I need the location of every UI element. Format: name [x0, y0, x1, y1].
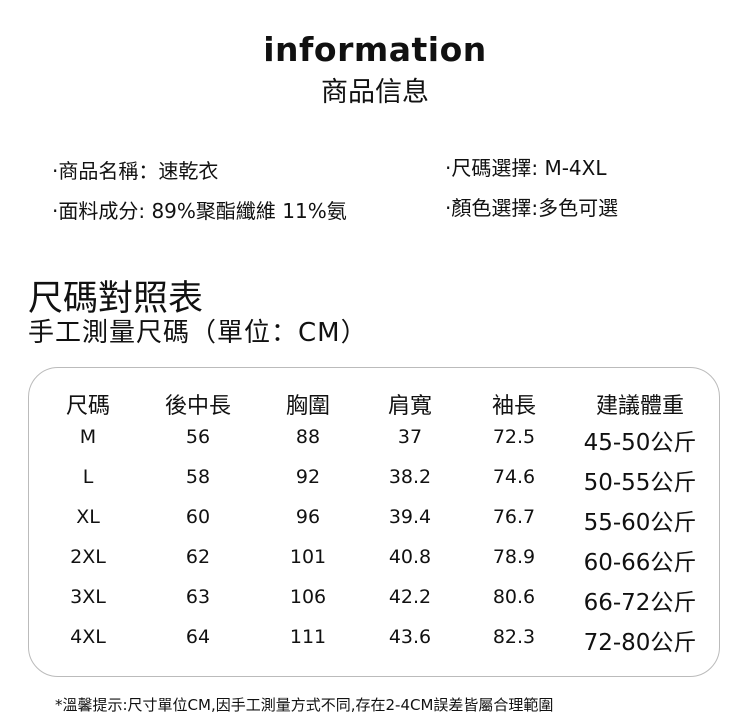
- table-cell: 39.4: [388, 506, 432, 528]
- table-cell: 4XL: [70, 626, 106, 648]
- table-cell: 38.2: [388, 466, 432, 488]
- table-cell: 63: [185, 586, 211, 608]
- table-cell: 55-60公斤: [583, 510, 697, 536]
- table-cell: 111: [289, 626, 327, 648]
- table-header-cell: 後中長: [164, 394, 232, 419]
- size-table: [28, 367, 720, 677]
- table-cell: 58: [185, 466, 211, 488]
- table-cell: 80.6: [492, 586, 536, 608]
- table-cell: 74.6: [492, 466, 536, 488]
- size-chart-subtitle: 手工測量尺碼（單位：CM）: [28, 318, 368, 348]
- table-cell: 42.2: [388, 586, 432, 608]
- table-cell: 37: [397, 426, 423, 448]
- info-color: ·顏色選擇:多色可選: [445, 196, 619, 220]
- table-cell: 3XL: [70, 586, 106, 608]
- table-header-cell: 尺碼: [65, 394, 111, 419]
- table-cell: 72-80公斤: [583, 630, 697, 656]
- table-cell: 106: [289, 586, 327, 608]
- size-chart-title: 尺碼對照表: [28, 279, 204, 319]
- table-cell: 56: [185, 426, 211, 448]
- table-cell: 76.7: [492, 506, 536, 528]
- info-size-range: ·尺碼選擇: M-4XL: [445, 156, 607, 180]
- title-chinese: 商品信息: [321, 77, 429, 108]
- table-cell: 50-55公斤: [583, 470, 697, 496]
- table-cell: 60: [185, 506, 211, 528]
- table-cell: 60-66公斤: [583, 550, 697, 576]
- title-english: information: [263, 30, 487, 69]
- table-cell: 101: [289, 546, 327, 568]
- table-cell: 66-72公斤: [583, 590, 697, 616]
- table-cell: 2XL: [70, 546, 106, 568]
- table-header-cell: 肩寬: [387, 394, 433, 419]
- table-cell: 40.8: [388, 546, 432, 568]
- table-header-cell: 胸圍: [285, 394, 331, 419]
- info-product-name: ·商品名稱：速乾衣: [52, 159, 219, 183]
- table-cell: 45-50公斤: [583, 430, 697, 456]
- table-cell: 78.9: [492, 546, 536, 568]
- table-cell: 96: [295, 506, 321, 528]
- table-cell: 88: [295, 426, 321, 448]
- table-cell: 64: [185, 626, 211, 648]
- table-cell: L: [82, 466, 94, 488]
- table-cell: XL: [76, 506, 100, 528]
- table-header-cell: 袖長: [491, 394, 537, 419]
- table-cell: 43.6: [388, 626, 432, 648]
- table-cell: 82.3: [492, 626, 536, 648]
- table-cell: 62: [185, 546, 211, 568]
- measurement-note: *溫馨提示:尺寸單位CM,因手工測量方式不同,存在2-4CM誤差皆屬合理範圍: [55, 696, 554, 714]
- table-cell: 92: [295, 466, 321, 488]
- info-fabric: ·面料成分: 89%聚酯纖維 11%氨: [52, 199, 347, 223]
- table-cell: M: [79, 426, 97, 448]
- table-header-cell: 建議體重: [595, 394, 685, 419]
- table-cell: 72.5: [492, 426, 536, 448]
